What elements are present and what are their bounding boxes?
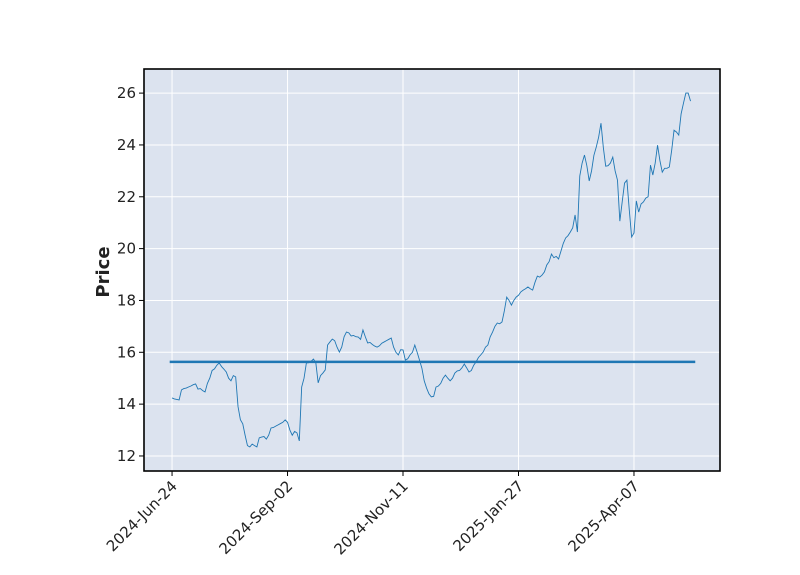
y-tick-label: 18 [117, 291, 136, 309]
y-tick-label: 16 [117, 343, 136, 361]
price-line [171, 92, 691, 448]
y-tick-label: 12 [117, 447, 136, 465]
y-tick-label: 20 [117, 240, 136, 258]
y-axis-label: Price [93, 246, 114, 297]
x-tick-label: 2024-Sep-02 [215, 477, 296, 558]
x-tick-label: 2025-Jan-27 [450, 477, 528, 555]
y-tick-label: 24 [117, 136, 136, 154]
y-tick-label: 26 [117, 84, 136, 102]
plot-frame [143, 68, 721, 472]
x-tick-label: 2024-Nov-11 [331, 477, 412, 558]
x-tick-label: 2024-Jun-24 [103, 477, 181, 555]
y-tick-label: 22 [117, 188, 136, 206]
x-tick-label: 2025-Apr-07 [564, 477, 642, 555]
y-tick-label: 14 [117, 395, 136, 413]
